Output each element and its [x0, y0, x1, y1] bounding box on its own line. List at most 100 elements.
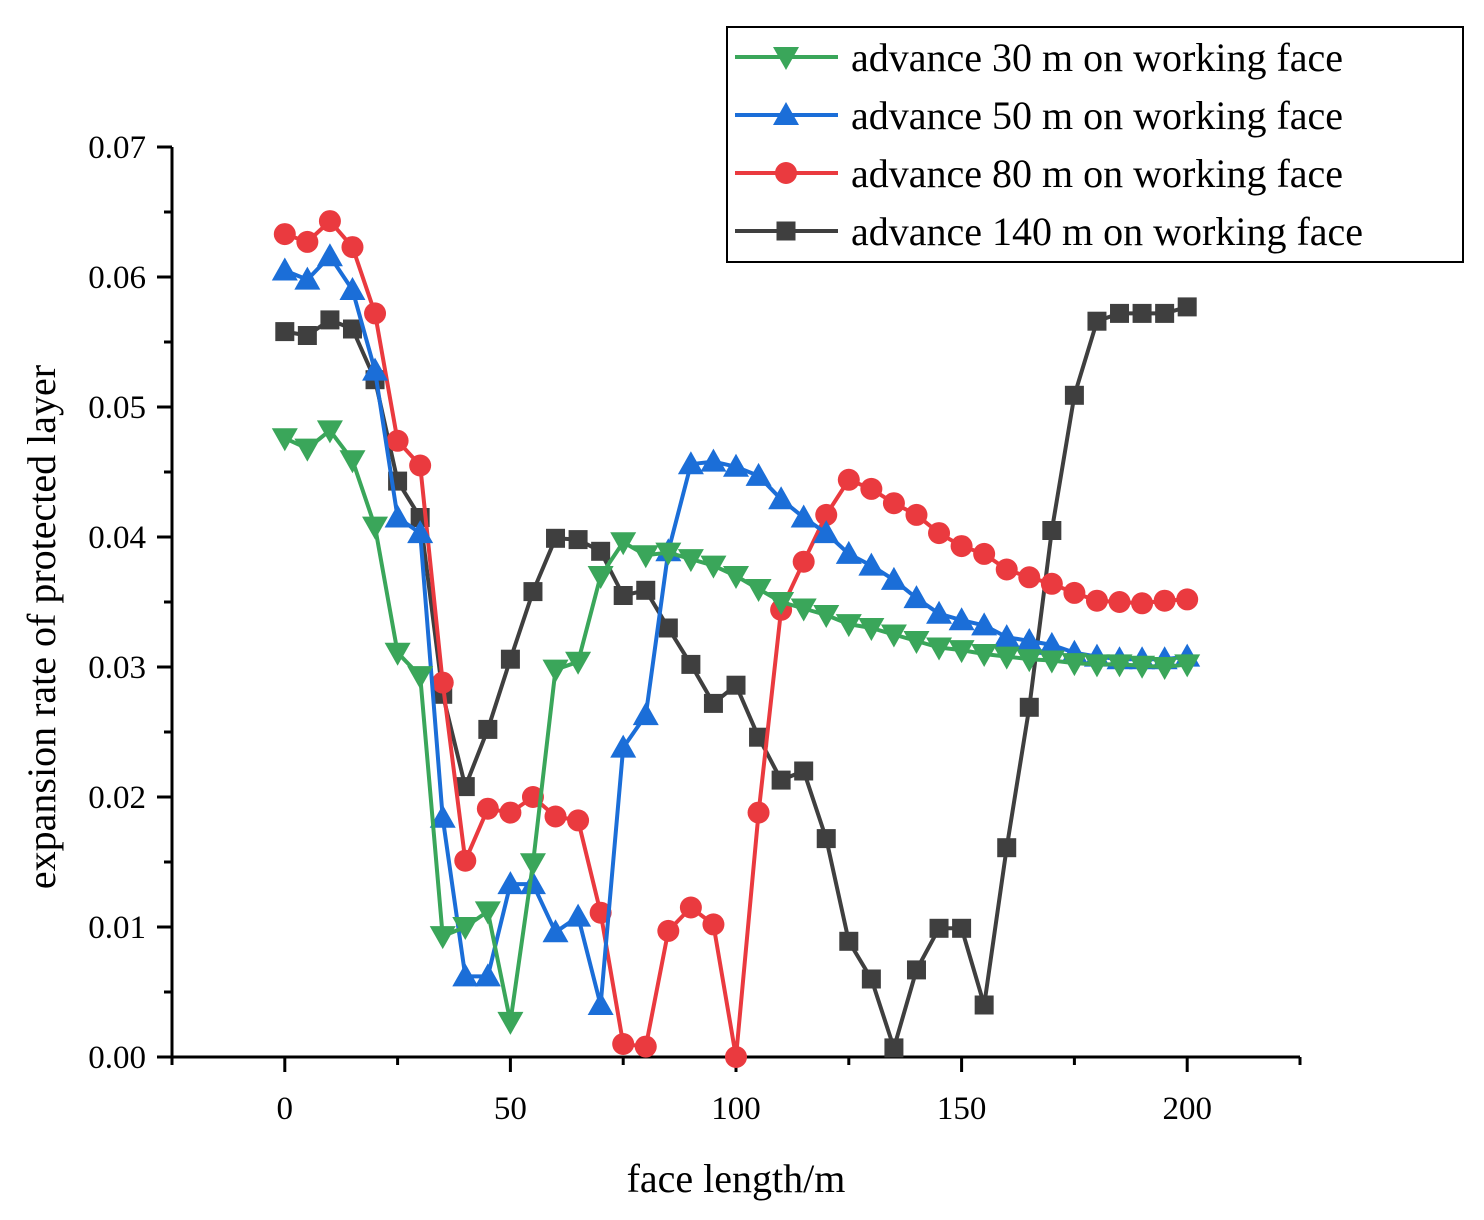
data-point: [320, 310, 340, 330]
data-point: [1174, 654, 1201, 678]
data-point: [612, 1033, 635, 1055]
data-point: [768, 592, 795, 615]
data-point: [903, 631, 930, 654]
data-point: [703, 693, 723, 713]
data-point: [725, 1046, 747, 1068]
y-tick-label: 0.05: [88, 390, 146, 426]
data-point: [973, 542, 996, 565]
data-point: [858, 618, 885, 641]
data-point: [497, 871, 524, 895]
data-point: [275, 322, 295, 342]
legend-label: advance 140 m on working face: [851, 209, 1363, 254]
series-2: [273, 210, 1199, 1068]
data-point: [790, 504, 817, 528]
data-point: [681, 654, 701, 674]
data-point: [816, 829, 836, 849]
data-point: [749, 727, 769, 747]
data-point: [546, 528, 566, 548]
data-point: [587, 992, 614, 1015]
data-point: [997, 838, 1017, 858]
y-tick-label: 0.01: [88, 910, 146, 946]
y-tick-label: 0.03: [88, 650, 146, 686]
data-point: [747, 801, 770, 824]
data-point: [677, 549, 704, 573]
data-point: [632, 545, 659, 569]
data-point: [880, 566, 907, 590]
data-point: [974, 995, 994, 1015]
data-point: [476, 797, 499, 820]
data-point: [591, 541, 611, 561]
data-point: [948, 607, 975, 631]
data-point: [700, 555, 727, 579]
data-point: [454, 849, 477, 872]
data-point: [658, 618, 678, 638]
data-point: [1038, 631, 1065, 655]
series-3: [275, 297, 1197, 1058]
data-point: [903, 585, 930, 609]
data-point: [294, 438, 321, 462]
data-point: [384, 642, 411, 666]
data-point: [1018, 566, 1041, 589]
y-tick-label: 0.00: [88, 1040, 146, 1076]
x-tick-label: 100: [711, 1091, 761, 1127]
legend-label: advance 50 m on working face: [851, 93, 1343, 138]
data-point: [928, 522, 951, 545]
data-point: [589, 901, 612, 924]
data-point: [1019, 697, 1039, 717]
data-point: [1016, 649, 1043, 673]
data-point: [861, 969, 881, 989]
data-point: [790, 598, 817, 622]
x-tick-label: 200: [1162, 1091, 1212, 1127]
data-point: [835, 614, 862, 638]
data-point: [1106, 654, 1133, 678]
data-point: [341, 236, 364, 259]
data-point: [610, 532, 637, 556]
data-point: [429, 926, 456, 950]
data-point: [950, 535, 973, 558]
data-point: [587, 566, 614, 589]
data-point: [297, 326, 317, 345]
data-point: [294, 266, 321, 290]
data-point: [567, 809, 590, 832]
legend-marker: [773, 47, 799, 70]
data-point: [452, 963, 479, 987]
data-point: [542, 659, 569, 683]
data-point: [362, 357, 389, 381]
data-point: [455, 777, 475, 797]
data-point: [794, 761, 814, 781]
data-point: [1110, 303, 1130, 323]
data-point: [499, 801, 522, 824]
data-point: [1176, 588, 1199, 611]
data-point: [1151, 657, 1178, 680]
data-point: [1153, 589, 1176, 612]
data-point: [431, 671, 454, 694]
tick-marks: 0.00 0.01 0.02 0.03 0.04 0.05 0.06 0.07 0 50 100 15…: [88, 130, 1302, 1127]
data-point: [745, 462, 772, 486]
data-point: [636, 580, 656, 600]
data-point: [948, 640, 975, 664]
data-point: [407, 520, 434, 544]
x-axis-title: face length/m: [627, 1156, 846, 1201]
data-point: [771, 770, 791, 790]
data-point: [452, 917, 479, 940]
data-point: [723, 453, 749, 477]
data-point: [723, 566, 749, 589]
legend: advance 30 m on working face advance 50 m…: [726, 26, 1464, 263]
series-1: [271, 243, 1201, 1015]
data-point: [1040, 572, 1063, 595]
data-point: [993, 624, 1020, 648]
data-point: [995, 558, 1018, 581]
data-point: [386, 429, 409, 452]
data-point: [768, 486, 795, 510]
legend-label: advance 30 m on working face: [851, 35, 1343, 80]
data-point: [657, 919, 680, 942]
y-tick-label: 0.06: [88, 260, 146, 296]
data-point: [610, 734, 637, 758]
data-point: [1108, 591, 1131, 613]
data-point: [952, 918, 972, 938]
data-point: [519, 871, 546, 895]
data-point: [700, 448, 727, 472]
x-tick-label: 50: [494, 1091, 527, 1127]
